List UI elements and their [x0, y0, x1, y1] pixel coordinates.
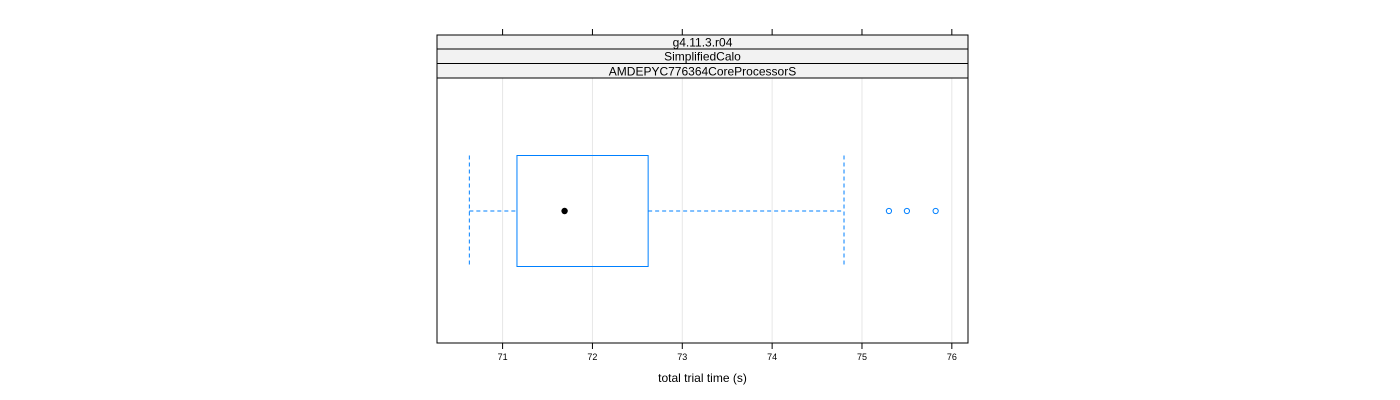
panel-frame [436, 77, 969, 344]
strip-3-label: AMDEPYC776364CoreProcessorS [609, 65, 796, 79]
outlier-point-3 [932, 207, 939, 215]
x-tick-label-72: 72 [587, 352, 597, 362]
iqr-box [516, 155, 649, 267]
median-point [561, 207, 568, 215]
box-and-whiskers [468, 155, 845, 267]
top-axis-ticks [502, 29, 953, 35]
outlier-point-1 [885, 207, 893, 215]
x-tick-label-75: 75 [857, 352, 867, 362]
outlier-point-2 [903, 207, 911, 215]
x-tick-label-73: 73 [677, 352, 687, 362]
x-tick-label-71: 71 [498, 352, 508, 362]
strip-1-label: g4.11.3.r04 [673, 36, 733, 50]
x-tick-label-74: 74 [767, 352, 777, 362]
outlier-points [885, 207, 939, 215]
x-tick-labels: 71 72 73 74 75 76 [498, 352, 957, 362]
panel-strips: g4.11.3.r04 SimplifiedCalo AMDEPYC776364… [436, 34, 969, 79]
strip-2-label: SimplifiedCalo [664, 50, 741, 64]
x-tick-label-76: 76 [947, 352, 957, 362]
bottom-axis-ticks [502, 343, 953, 349]
x-axis-title: total trial time (s) [658, 371, 747, 385]
grid-lines [502, 78, 953, 343]
